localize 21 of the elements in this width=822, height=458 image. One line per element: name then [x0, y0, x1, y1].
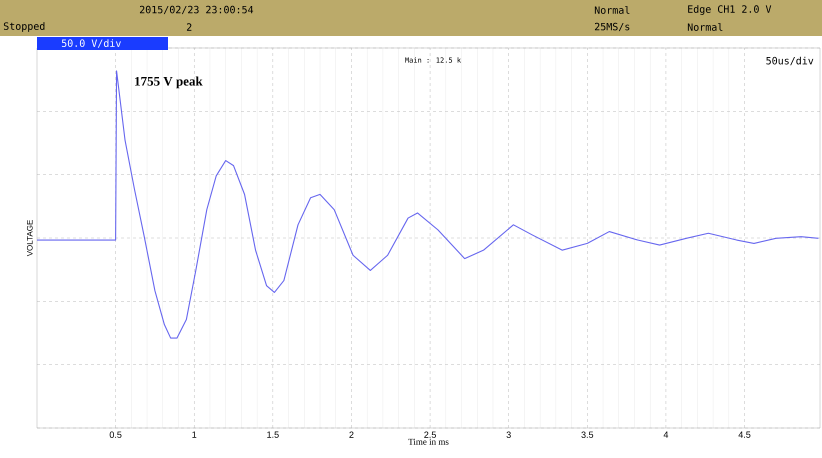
x-tick-label: 4.5 — [738, 432, 750, 438]
text: 2 — [186, 23, 192, 31]
x-tick-label: 3 — [506, 432, 511, 438]
text: 50us/div — [766, 56, 814, 66]
x-tick-label: 1 — [192, 432, 196, 438]
x-tick-label: 0.5 — [110, 432, 122, 438]
text: 25MS/s — [594, 22, 630, 32]
text: 2015/02/23 23:00:54 — [140, 6, 254, 14]
text: Normal — [688, 23, 722, 31]
x-tick-label: 2 — [349, 432, 354, 438]
x-axis-title: Time in ms — [408, 438, 449, 445]
x-tick-label: 3.5 — [581, 432, 594, 438]
annotation: 1755 V peak — [135, 76, 203, 88]
y-axis-title: VOLTAGE — [26, 220, 33, 256]
x-tick-label: 2.5 — [424, 432, 436, 438]
x-tick-label: 1.5 — [267, 432, 279, 438]
text: Normal — [594, 6, 630, 14]
text: Stopped — [4, 22, 44, 32]
x-tick-label: 4 — [664, 432, 668, 438]
text: 50.0 V/div — [62, 39, 121, 48]
text: Edge CH1 2.0 V — [688, 5, 772, 15]
